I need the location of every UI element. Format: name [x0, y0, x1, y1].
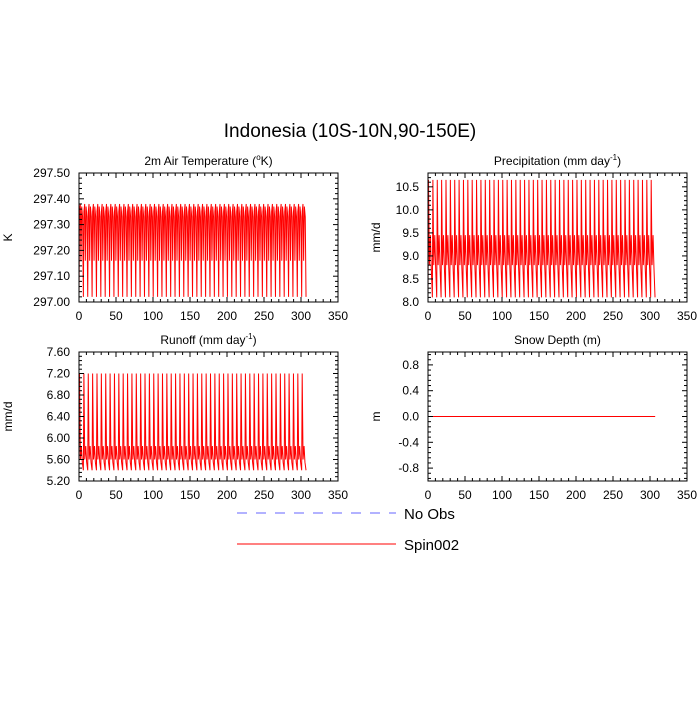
x-tick-label: 150: [180, 309, 200, 323]
x-tick-label: 350: [328, 488, 348, 502]
y-tick-label: 0.0: [402, 410, 419, 424]
x-tick-label: 150: [180, 488, 200, 502]
x-tick-label: 100: [143, 488, 163, 502]
x-tick-label: 100: [143, 309, 163, 323]
legend: No Obs Spin002: [237, 506, 459, 554]
x-tick-label: 250: [254, 309, 274, 323]
x-tick-label: 300: [291, 309, 311, 323]
y-tick-label: 297.50: [33, 166, 70, 180]
panel-2: 0 50 100 150 200 250 300 350 8.0 8.5 9.0 9.5 10.0 10.…: [369, 153, 697, 323]
y-tick-label: -0.4: [398, 435, 419, 449]
panel-title-end: ): [617, 154, 621, 168]
y-axis-label: K: [1, 233, 15, 241]
y-tick-label: 6.00: [47, 431, 71, 445]
y-tick-label: 8.0: [402, 295, 419, 309]
panel-title-superscript: -1: [610, 153, 618, 162]
y-tick-label: -0.8: [398, 461, 419, 475]
y-tick-label: 5.20: [47, 474, 71, 488]
y-tick-label: 10.0: [396, 203, 420, 217]
panel-title: 2m Air Temperature (oK): [144, 153, 272, 168]
x-tick-label: 150: [529, 488, 549, 502]
panel-title-superscript: o: [256, 153, 261, 162]
x-tick-label: 350: [677, 309, 697, 323]
series-line-2-1: [427, 179, 656, 298]
x-tick-label: 350: [328, 309, 348, 323]
panel-title-end: K): [261, 154, 273, 168]
x-tick-label: 250: [603, 309, 623, 323]
y-tick-label: 0.8: [402, 358, 419, 372]
x-tick-label: 200: [217, 309, 237, 323]
y-tick-label: 9.5: [402, 226, 419, 240]
x-tick-label: 50: [458, 488, 472, 502]
x-tick-label: 200: [566, 309, 586, 323]
y-tick-label: 6.40: [47, 410, 71, 424]
y-axis-label: mm/d: [369, 223, 383, 253]
y-tick-label: 7.60: [47, 345, 71, 359]
x-tick-label: 250: [254, 488, 274, 502]
panel-title-end: ): [253, 333, 257, 347]
y-tick-label: 8.5: [402, 272, 419, 286]
panel-title: Runoff (mm day-1): [160, 332, 256, 347]
y-tick-label: 9.0: [402, 249, 419, 263]
x-tick-label: 50: [109, 309, 123, 323]
y-tick-label: 297.40: [33, 192, 70, 206]
y-tick-label: 0.4: [402, 384, 419, 398]
plot-frame: [78, 172, 339, 303]
x-tick-label: 300: [640, 488, 660, 502]
x-tick-label: 300: [640, 309, 660, 323]
legend-label-1: No Obs: [404, 506, 455, 523]
x-tick-label: 250: [603, 488, 623, 502]
panel-title: Snow Depth (m): [514, 333, 601, 347]
panel-1: 0 50 100 150 200 250 300 350 297.00 297.10 297.20 2…: [1, 153, 348, 323]
panel-4: 0 50 100 150 200 250 300 350 -0.8 -0.4 0.0 0.4 0.8 m S…: [369, 333, 697, 502]
x-tick-label: 100: [492, 309, 512, 323]
x-tick-label: 200: [217, 488, 237, 502]
y-tick-label: 297.30: [33, 218, 70, 232]
series-line-3-1: [78, 373, 307, 471]
x-tick-label: 50: [109, 488, 123, 502]
x-tick-label: 50: [458, 309, 472, 323]
x-tick-label: 350: [677, 488, 697, 502]
x-tick-label: 100: [492, 488, 512, 502]
panel-title: Precipitation (mm day-1): [494, 153, 621, 168]
panel-title-main: Runoff (mm day: [160, 333, 245, 347]
y-tick-label: 297.20: [33, 243, 70, 257]
figure-title: Indonesia (10S-10N,90-150E): [224, 121, 476, 142]
series-line-1-1: [78, 203, 307, 297]
y-tick-label: 297.10: [33, 269, 70, 283]
panel-title-main: Snow Depth (m): [514, 333, 601, 347]
panel-title-main: 2m Air Temperature (: [144, 154, 256, 168]
y-axis-label: m: [369, 412, 383, 422]
legend-label-2: Spin002: [404, 537, 459, 554]
x-tick-label: 0: [425, 309, 432, 323]
y-axis-label: mm/d: [1, 402, 15, 432]
y-tick-label: 297.00: [33, 295, 70, 309]
x-tick-label: 0: [76, 488, 83, 502]
panel-3: 0 50 100 150 200 250 300 350 5.20 5.60 6.00 6.40 6.8…: [1, 332, 348, 502]
x-tick-label: 0: [425, 488, 432, 502]
panel-title-main: Precipitation (mm day: [494, 154, 610, 168]
y-tick-label: 7.20: [47, 367, 71, 381]
y-tick-label: 6.80: [47, 388, 71, 402]
x-tick-label: 200: [566, 488, 586, 502]
panel-title-superscript: -1: [246, 332, 254, 341]
y-tick-label: 10.5: [396, 180, 420, 194]
y-tick-label: 5.60: [47, 453, 71, 467]
x-tick-label: 300: [291, 488, 311, 502]
panels-group: 0 50 100 150 200 250 300 350 297.00 297.10 297.20 2…: [1, 153, 697, 502]
x-tick-label: 150: [529, 309, 549, 323]
x-tick-label: 0: [76, 309, 83, 323]
